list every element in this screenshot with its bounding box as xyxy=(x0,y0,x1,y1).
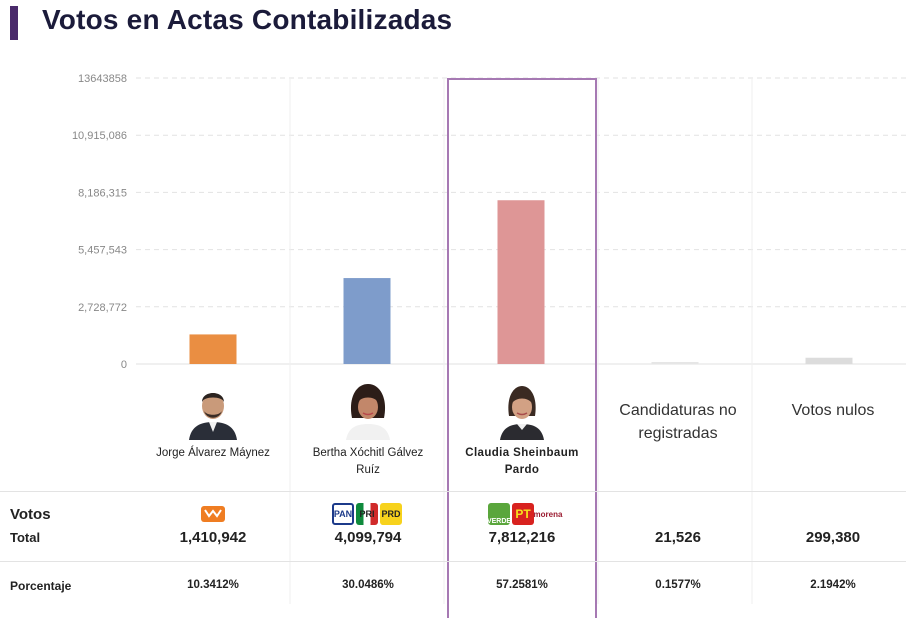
bar-1[interactable]: Bertha Xóchitl Gálvez Ruíz xyxy=(343,278,391,364)
bar-3[interactable]: Candidaturas no registradas xyxy=(651,362,699,364)
candidate-name-claudia-line2: Pardo xyxy=(504,464,540,476)
bar-2[interactable]: Claudia Sheinbaum Pardo xyxy=(497,200,545,364)
y-tick-label-3: 8,186,315 xyxy=(78,187,127,199)
votes-jorge: 1,410,942 xyxy=(179,529,247,546)
candidate-name-claudia-line1: Claudia Sheinbaum xyxy=(465,447,579,459)
percent-claudia: 57.2581% xyxy=(496,579,548,591)
y-tick-label-0: 0 xyxy=(121,359,127,371)
candidate-name-jorge: Jorge Álvarez Máynez xyxy=(156,447,270,459)
percent-jorge: 10.3412% xyxy=(187,579,239,591)
percent-bertha: 30.0486% xyxy=(342,579,394,591)
verde-logo: VERDE xyxy=(487,503,511,525)
prd-logo: PRD xyxy=(380,503,402,525)
page-title: Votos en Actas Contabilizadas xyxy=(42,4,453,35)
votes-label: Votos xyxy=(10,506,51,523)
votes-claudia: 7,812,216 xyxy=(488,529,556,546)
y-tick-label-2: 5,457,543 xyxy=(78,245,127,257)
table-divider-middle xyxy=(0,561,906,562)
total-label: Total xyxy=(10,530,41,545)
y-tick-label-1: 2,728,772 xyxy=(78,302,127,314)
bar-0[interactable]: Jorge Álvarez Máynez xyxy=(189,334,237,364)
y-tick-label-4: 10,915,086 xyxy=(72,130,127,142)
label-candidaturas-line1: Candidaturas no xyxy=(619,402,737,419)
avatar-jorge-alvarez-maynez xyxy=(183,378,243,440)
votes-bertha: 4,099,794 xyxy=(334,529,402,546)
pan-logo: PAN xyxy=(332,503,354,525)
bar-chart: 0 2,728,772 5,457,543 8,186,315 10,915,086 13… xyxy=(72,73,906,604)
candidate-name-bertha-line2: Ruíz xyxy=(356,464,380,476)
table-divider-top xyxy=(0,491,906,492)
votes-nulos: 299,380 xyxy=(805,529,861,546)
votes-no-registradas: 21,526 xyxy=(655,529,701,546)
pt-logo: PT xyxy=(512,503,534,525)
avatar-bertha-xochitl-galvez xyxy=(338,378,398,440)
movimiento-ciudadano-logo xyxy=(201,506,225,522)
y-tick-label-5: 13643858 xyxy=(78,73,127,85)
label-candidaturas-no-registradas: Candidaturas no registradas xyxy=(603,399,753,445)
pri-logo: PRI xyxy=(356,503,378,525)
avatar-claudia-sheinbaum xyxy=(492,378,552,440)
candidate-name-bertha-line1: Bertha Xóchitl Gálvez xyxy=(312,447,424,459)
candidate-name-bertha: Bertha Xóchitl Gálvez Ruíz xyxy=(293,445,443,479)
bar-4[interactable]: Votos nulos xyxy=(805,357,853,364)
percent-label: Porcentaje xyxy=(10,579,72,593)
label-votos-nulos: Votos nulos xyxy=(791,402,875,419)
candidate-name-claudia: Claudia Sheinbaum Pardo xyxy=(447,445,597,479)
percent-nulos: 2.1942% xyxy=(810,579,856,591)
highlight-column-frame xyxy=(447,78,597,618)
label-candidaturas-line2: registradas xyxy=(638,425,718,442)
morena-logo: morena xyxy=(533,509,563,519)
percent-no-registradas: 0.1577% xyxy=(655,579,701,591)
title-accent-bar xyxy=(10,6,18,40)
